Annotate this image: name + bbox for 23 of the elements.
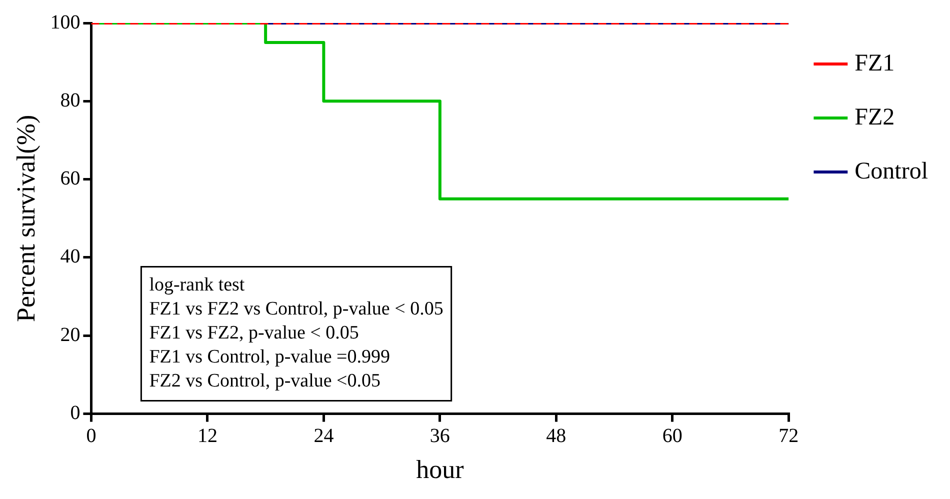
y-axis-title: Percent survival(%) — [11, 114, 40, 322]
legend-label: Control — [854, 158, 928, 184]
x-axis-title: hour — [416, 455, 464, 484]
x-tick-label: 0 — [86, 425, 96, 448]
annotation: FZ1 vs Control, p-value =0.999 — [149, 346, 390, 368]
x-tick-label: 12 — [197, 425, 218, 448]
x-tick-label: 24 — [314, 425, 334, 448]
y-tick-label: 40 — [60, 246, 80, 268]
legend-label: FZ2 — [854, 104, 895, 130]
y-tick-label: 0 — [70, 402, 80, 424]
x-tick-label: 60 — [662, 425, 682, 448]
y-tick-label: 60 — [60, 168, 80, 190]
x-tick-label: 36 — [430, 425, 450, 448]
annotation: log-rank test — [149, 274, 246, 296]
legend-label: FZ1 — [854, 50, 895, 76]
x-tick-label: 72 — [778, 425, 799, 448]
x-tick-label: 48 — [546, 425, 566, 448]
annotation: FZ2 vs Control, p-value <0.05 — [149, 370, 381, 392]
annotation: FZ1 vs FZ2, p-value < 0.05 — [149, 322, 359, 344]
annotation: FZ1 vs FZ2 vs Control, p-value < 0.05 — [149, 298, 444, 320]
y-tick-label: 20 — [60, 324, 80, 346]
y-tick-label: 80 — [60, 89, 80, 112]
y-tick-label: 100 — [50, 11, 80, 34]
